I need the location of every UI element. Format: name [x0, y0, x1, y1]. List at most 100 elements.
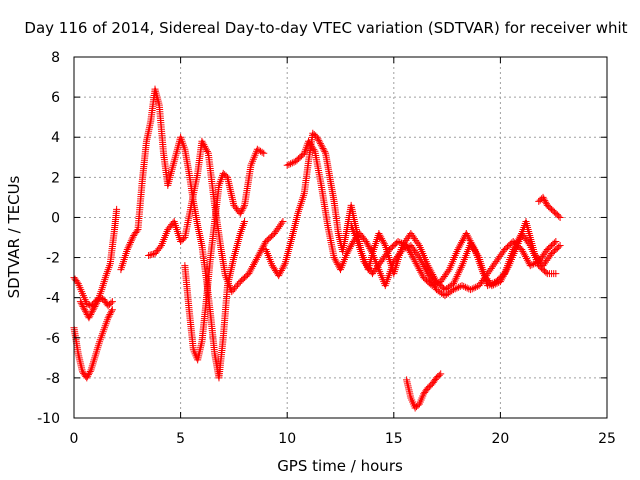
data-point	[128, 235, 136, 243]
data-point	[491, 280, 499, 288]
data-point	[83, 374, 91, 382]
data-point	[379, 236, 387, 244]
data-point	[470, 284, 478, 292]
data-point	[375, 229, 383, 237]
data-point	[108, 307, 116, 315]
data-point	[467, 286, 475, 294]
data-point	[76, 298, 84, 306]
data-point	[419, 261, 427, 269]
data-point	[394, 238, 402, 246]
data-point	[257, 246, 265, 254]
data-point	[93, 299, 101, 307]
data-point	[524, 258, 532, 266]
data-point	[432, 280, 440, 288]
data-point	[78, 301, 86, 309]
data-point	[403, 242, 411, 250]
data-point	[260, 149, 268, 157]
data-point	[412, 259, 420, 267]
data-point	[278, 265, 286, 273]
data-point	[468, 285, 476, 293]
x-tick-label: 25	[598, 431, 616, 447]
x-tick-label: 0	[70, 431, 79, 447]
data-point	[87, 309, 95, 317]
data-point	[540, 195, 548, 203]
y-tick-label: 8	[51, 50, 60, 66]
data-point	[233, 281, 241, 289]
data-point	[450, 278, 458, 286]
data-point	[497, 276, 505, 284]
data-point	[203, 148, 211, 156]
data-point	[451, 285, 459, 293]
data-point	[415, 265, 423, 273]
y-axis-label: SDTVAR / TECUs	[5, 175, 23, 298]
data-point	[126, 239, 134, 247]
data-point	[347, 243, 355, 251]
data-point	[84, 371, 92, 379]
data-point	[231, 284, 239, 292]
data-point	[89, 306, 97, 314]
y-tick-label: -8	[46, 371, 60, 387]
data-point	[539, 193, 547, 201]
data-point	[418, 259, 426, 267]
data-point	[454, 271, 462, 279]
data-point	[550, 239, 558, 247]
data-point	[552, 238, 560, 246]
series-track-c	[76, 205, 121, 322]
x-axis-label: GPS time / hours	[277, 457, 403, 475]
data-point	[523, 256, 531, 264]
data-point	[87, 311, 95, 319]
data-point	[316, 138, 324, 146]
data-point	[229, 286, 237, 294]
data-point	[518, 246, 526, 254]
data-point	[414, 252, 422, 260]
series-track-e	[145, 137, 287, 296]
data-point	[319, 144, 327, 152]
y-tick-label: 2	[51, 170, 60, 186]
data-point	[317, 141, 325, 149]
data-point	[404, 245, 412, 253]
data-point	[331, 255, 339, 263]
data-point	[156, 243, 164, 251]
data-point	[504, 263, 512, 271]
data-point	[105, 312, 113, 320]
data-point	[258, 148, 266, 156]
data-point	[414, 263, 422, 271]
data-point	[362, 238, 370, 246]
data-point	[465, 235, 473, 243]
data-point	[499, 272, 507, 280]
data-point	[430, 281, 438, 289]
grid	[74, 57, 607, 418]
data-point	[127, 237, 135, 245]
data-point	[237, 208, 245, 216]
data-point	[81, 306, 89, 314]
data-point	[496, 278, 504, 286]
data-point	[488, 282, 496, 290]
data-point	[411, 258, 419, 266]
data-point	[276, 268, 284, 276]
data-point	[501, 269, 509, 277]
data-point	[107, 299, 115, 307]
data-point	[145, 252, 153, 260]
data-point	[90, 304, 98, 312]
x-tick-label: 15	[385, 431, 403, 447]
data-point	[502, 267, 510, 275]
data-point	[542, 198, 550, 206]
series-track-f	[181, 145, 268, 364]
y-tick-label: -2	[46, 251, 60, 267]
data-point	[148, 251, 156, 259]
data-point	[416, 266, 424, 274]
data-point	[378, 235, 386, 243]
data-point	[320, 146, 328, 154]
data-point	[278, 219, 286, 227]
data-point	[287, 160, 295, 168]
series-track-k	[535, 193, 564, 221]
data-point	[108, 298, 116, 306]
data-point	[113, 205, 121, 213]
data-point	[449, 286, 457, 294]
data-point	[368, 248, 376, 256]
data-point	[556, 242, 564, 250]
data-point	[424, 270, 432, 278]
data-point	[330, 254, 338, 262]
data-point	[251, 259, 259, 267]
data-point	[260, 241, 268, 249]
